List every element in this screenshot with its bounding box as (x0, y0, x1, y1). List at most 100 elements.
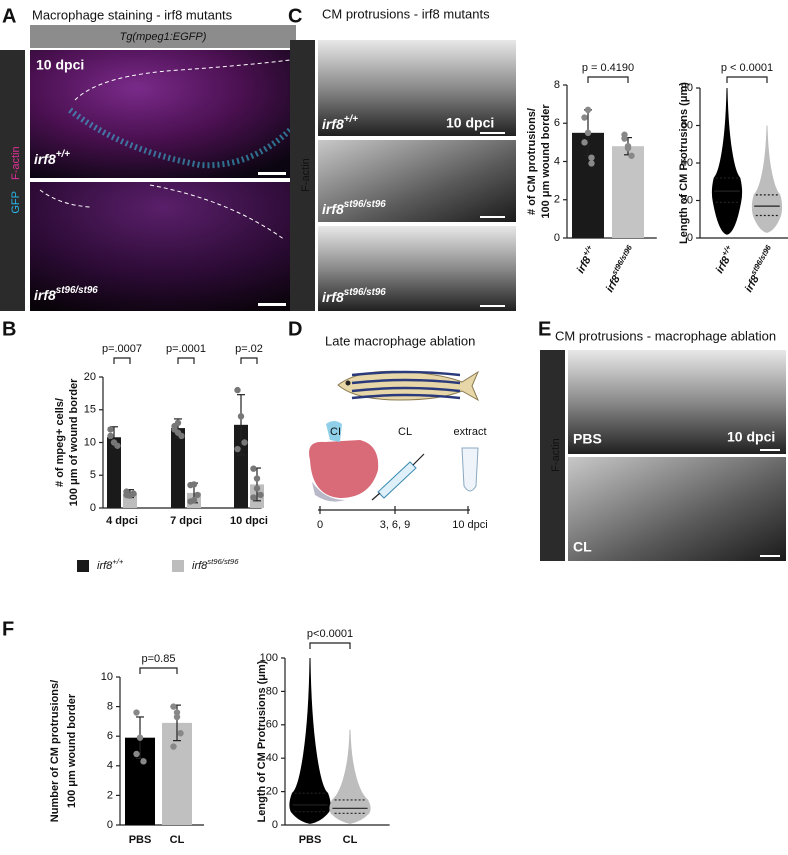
data-point (140, 758, 147, 765)
data-point (174, 429, 182, 436)
legend-label-sup: +/+ (112, 557, 124, 566)
genotype-base: irf8 (322, 289, 344, 305)
significance-bracket (113, 357, 131, 364)
data-point (133, 750, 140, 758)
y-tick-label: 0 (90, 502, 96, 514)
time-label: 3, 6, 9 (380, 519, 411, 531)
panel-letter: F (2, 618, 14, 640)
genotype-sup: st96/st96 (344, 287, 386, 298)
micrograph (568, 350, 786, 454)
p-value: p=.0001 (166, 343, 206, 355)
channel-sidebar (290, 40, 315, 311)
step-label: CL (398, 426, 412, 438)
heart-atrium (326, 421, 342, 442)
y-tick-label: 4 (554, 155, 560, 167)
data-point (114, 442, 121, 449)
step-label: extract (453, 426, 486, 438)
y-tick-label: 6 (554, 117, 560, 129)
micrograph (30, 182, 296, 311)
genotype-sup: +/+ (344, 114, 358, 125)
data-point (173, 709, 181, 716)
data-point (234, 386, 241, 394)
significance-bracket (139, 667, 178, 674)
significance-bracket (726, 76, 768, 83)
data-point (588, 160, 595, 167)
micrograph (318, 140, 516, 222)
y-axis-label: 100 μm wound border (66, 693, 78, 808)
y-axis-label: Length of CM Protrusions (μm) (256, 660, 268, 822)
scale-bar (760, 555, 780, 557)
y-tick-label: 40 (681, 157, 693, 169)
channel-sidebar (0, 50, 25, 311)
scale-bar (258, 172, 286, 175)
legend-swatch (172, 560, 184, 572)
violin (711, 87, 743, 235)
y-tick-label: 2 (107, 789, 113, 801)
genotype-sup: +/+ (56, 149, 70, 160)
data-point (173, 713, 181, 721)
fish-stripe (351, 386, 461, 393)
timepoint: 10 dpci (36, 57, 84, 73)
panel-letter: B (2, 318, 16, 340)
micrograph (568, 457, 786, 561)
data-point (237, 413, 245, 420)
data-point (130, 490, 137, 497)
data-point (241, 439, 248, 446)
syringe-plunger (412, 453, 425, 466)
y-tick-label: 20 (266, 786, 278, 798)
channel-sidebar (540, 350, 565, 561)
significance-bracket (587, 76, 629, 83)
syringe-needle (371, 492, 381, 501)
y-tick-label: 10 (101, 671, 113, 683)
data-point (250, 494, 257, 501)
bar (612, 146, 644, 238)
fish-stripe (351, 378, 461, 385)
p-value: p=0.85 (142, 653, 176, 665)
channel-label: F-actin (300, 158, 312, 192)
tube (461, 447, 479, 492)
x-tick-label-sup: st96/st96 (609, 243, 634, 277)
legend-label-sup: st96/st96 (207, 557, 239, 566)
y-tick-label: 0 (687, 232, 693, 244)
y-tick-label: 2 (554, 194, 560, 206)
cyan-signal (68, 107, 293, 169)
data-point (253, 485, 261, 492)
genotype-sup: st96/st96 (344, 199, 386, 210)
syringe (377, 461, 417, 499)
panel-letter: E (538, 318, 551, 340)
data-point (123, 491, 130, 499)
channel-labels: GFP F-actin (10, 146, 22, 213)
significance-bracket (177, 357, 195, 364)
genotype: irf8st96/st96 (322, 287, 386, 305)
image-label: PBS (573, 431, 602, 447)
x-tick-label: irf8+/+ (711, 243, 739, 276)
x-tick-label-base: irf8 (575, 254, 594, 276)
data-point (177, 730, 184, 737)
y-tick-label: 15 (84, 404, 96, 416)
genotype: irf8st96/st96 (34, 285, 98, 303)
channel-gfp: GFP (10, 191, 22, 214)
legend-label-base: irf8 (97, 560, 113, 572)
image-label: CL (573, 539, 592, 555)
panel-title: CM protrusions - irf8 mutants (322, 6, 490, 21)
genotype-base: irf8 (322, 201, 344, 217)
p-value: p=.02 (235, 343, 263, 355)
x-tick-label-base: irf8 (714, 254, 733, 276)
data-point (628, 152, 635, 159)
data-point (133, 709, 140, 716)
y-tick-label: 20 (84, 371, 96, 383)
data-point (253, 475, 261, 482)
panel-title: Late macrophage ablation (325, 333, 475, 348)
panel-title: CM protrusions - macrophage ablation (555, 328, 776, 343)
fish-eye (345, 380, 351, 386)
data-point (107, 432, 114, 440)
y-axis-label: # of CM protrusions/ (526, 108, 538, 215)
y-tick-label: 0 (107, 819, 113, 831)
x-tick-label: irf8+/+ (572, 243, 600, 276)
x-tick-label-sup: st96/st96 (748, 243, 773, 277)
legend-swatch (77, 560, 89, 572)
y-tick-label: 6 (107, 730, 113, 742)
y-axis-label: 100 μm of wound border (68, 378, 80, 506)
x-tick-label: CL (343, 834, 358, 846)
